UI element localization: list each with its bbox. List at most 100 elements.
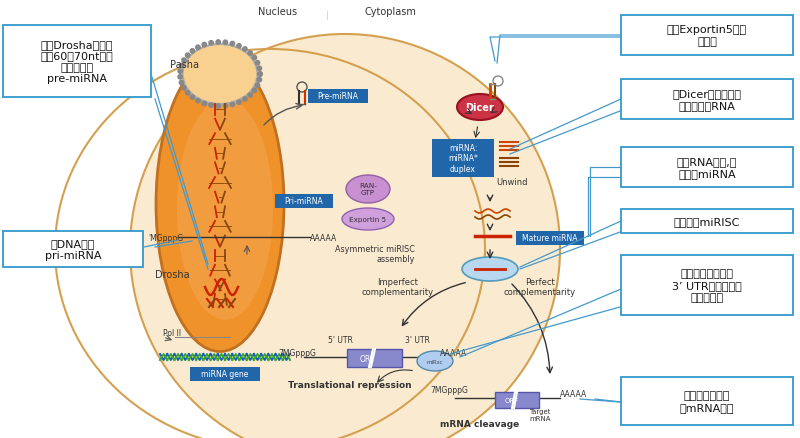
FancyBboxPatch shape xyxy=(495,392,539,408)
Circle shape xyxy=(196,46,200,50)
Text: Nucleus: Nucleus xyxy=(258,7,298,17)
Circle shape xyxy=(186,54,190,58)
Circle shape xyxy=(216,41,221,45)
Circle shape xyxy=(216,105,221,109)
Ellipse shape xyxy=(346,176,390,204)
Circle shape xyxy=(202,102,206,106)
Circle shape xyxy=(196,99,200,104)
Ellipse shape xyxy=(177,99,273,320)
FancyBboxPatch shape xyxy=(621,255,793,315)
Circle shape xyxy=(237,45,241,49)
Text: AAAAA: AAAAA xyxy=(440,348,467,357)
Text: 7MGpppG: 7MGpppG xyxy=(430,385,468,394)
Text: Asymmetric miRISC
assembly: Asymmetric miRISC assembly xyxy=(335,244,415,263)
Text: Mature miRNA: Mature miRNA xyxy=(522,234,578,243)
Text: Drosha: Drosha xyxy=(155,269,190,279)
Text: AAAAA: AAAAA xyxy=(560,389,587,398)
Circle shape xyxy=(179,64,184,68)
FancyBboxPatch shape xyxy=(275,194,333,208)
Circle shape xyxy=(186,92,190,96)
Circle shape xyxy=(178,75,182,80)
Text: mRNA cleavage: mRNA cleavage xyxy=(440,419,520,428)
Text: ORF: ORF xyxy=(359,355,375,364)
Circle shape xyxy=(202,43,206,48)
Circle shape xyxy=(230,42,234,47)
Circle shape xyxy=(209,104,214,108)
Text: 经过Drosha切割，
形成60～70nt长度
的茎环结构
pre-miRNA: 经过Drosha切割， 形成60～70nt长度 的茎环结构 pre-miRNA xyxy=(41,39,114,84)
FancyBboxPatch shape xyxy=(3,26,151,98)
Circle shape xyxy=(242,98,247,102)
Ellipse shape xyxy=(342,208,394,230)
Circle shape xyxy=(255,61,260,66)
Circle shape xyxy=(190,96,194,100)
Circle shape xyxy=(242,48,247,52)
Text: Pasha: Pasha xyxy=(170,60,199,70)
Circle shape xyxy=(190,49,194,54)
Circle shape xyxy=(252,89,257,93)
Circle shape xyxy=(223,41,227,46)
Ellipse shape xyxy=(156,57,284,352)
Circle shape xyxy=(182,59,186,63)
Ellipse shape xyxy=(182,45,258,105)
FancyBboxPatch shape xyxy=(308,90,368,104)
Text: Cytoplasm: Cytoplasm xyxy=(364,7,416,17)
FancyBboxPatch shape xyxy=(190,367,260,381)
Circle shape xyxy=(258,73,262,77)
FancyBboxPatch shape xyxy=(621,209,793,233)
Text: Exportin 5: Exportin 5 xyxy=(350,216,386,223)
Text: 核DNA转录
pri-miRNA: 核DNA转录 pri-miRNA xyxy=(45,239,102,260)
Text: Translational repression: Translational repression xyxy=(288,380,412,389)
Text: 5' UTR: 5' UTR xyxy=(328,335,353,344)
Text: 不完全匹配结合在
3’ UTR，抑制靶基
因蛋白翻译: 不完全匹配结合在 3’ UTR，抑制靶基 因蛋白翻译 xyxy=(672,269,742,302)
Text: Pri-miRNA: Pri-miRNA xyxy=(285,197,323,206)
Text: miRNA:
miRNA*
duplex: miRNA: miRNA* duplex xyxy=(448,144,478,173)
Circle shape xyxy=(182,86,186,91)
Text: Pol II: Pol II xyxy=(163,328,181,337)
Circle shape xyxy=(230,103,234,107)
Text: Dicer: Dicer xyxy=(466,103,494,113)
FancyBboxPatch shape xyxy=(621,80,793,120)
Circle shape xyxy=(248,52,252,56)
Circle shape xyxy=(257,78,262,83)
Circle shape xyxy=(209,42,214,46)
Text: Target
mRNA: Target mRNA xyxy=(530,408,550,421)
FancyBboxPatch shape xyxy=(3,231,143,267)
Text: Imperfect
complementarity: Imperfect complementarity xyxy=(362,277,434,297)
Circle shape xyxy=(255,84,260,88)
FancyBboxPatch shape xyxy=(516,231,584,245)
Circle shape xyxy=(257,67,262,71)
Circle shape xyxy=(178,70,182,74)
Text: 'MGpppG: 'MGpppG xyxy=(148,233,183,243)
FancyBboxPatch shape xyxy=(347,349,402,367)
Text: Perfect
complementarity: Perfect complementarity xyxy=(504,277,576,297)
Text: Unwind: Unwind xyxy=(496,177,527,187)
FancyBboxPatch shape xyxy=(621,16,793,56)
Text: 通过Exportin5进入
细胞质: 通过Exportin5进入 细胞质 xyxy=(667,25,747,47)
Text: ORF: ORF xyxy=(505,397,519,403)
Ellipse shape xyxy=(130,35,560,438)
Text: |: | xyxy=(326,11,329,19)
Text: miRsc: miRsc xyxy=(426,360,443,365)
FancyBboxPatch shape xyxy=(432,140,494,177)
Text: 双链RNA解体,形
成成熟miRNA: 双链RNA解体,形 成成熟miRNA xyxy=(677,157,737,178)
Text: AAAAA: AAAAA xyxy=(310,233,338,243)
Ellipse shape xyxy=(462,258,518,281)
Text: Pre-miRNA: Pre-miRNA xyxy=(318,92,358,101)
Text: 7MGpppG: 7MGpppG xyxy=(278,348,316,357)
Text: 装配形成miRISC: 装配形成miRISC xyxy=(674,216,740,226)
Text: 3' UTR: 3' UTR xyxy=(405,335,430,344)
Ellipse shape xyxy=(417,351,453,371)
Circle shape xyxy=(248,94,252,98)
FancyBboxPatch shape xyxy=(621,377,793,425)
Circle shape xyxy=(258,73,262,77)
Text: RAN-
GTP: RAN- GTP xyxy=(359,183,377,196)
Text: 经Dicer切割茎环，
形成双链小RNA: 经Dicer切割茎环， 形成双链小RNA xyxy=(673,89,742,110)
Circle shape xyxy=(237,101,241,105)
Circle shape xyxy=(252,56,257,60)
Circle shape xyxy=(223,104,227,109)
FancyBboxPatch shape xyxy=(621,148,793,187)
Text: 完全匹配，靶基
因mRNA降解: 完全匹配，靶基 因mRNA降解 xyxy=(680,390,734,412)
Ellipse shape xyxy=(457,95,503,121)
Circle shape xyxy=(179,81,184,85)
Text: miRNA gene: miRNA gene xyxy=(202,370,249,378)
